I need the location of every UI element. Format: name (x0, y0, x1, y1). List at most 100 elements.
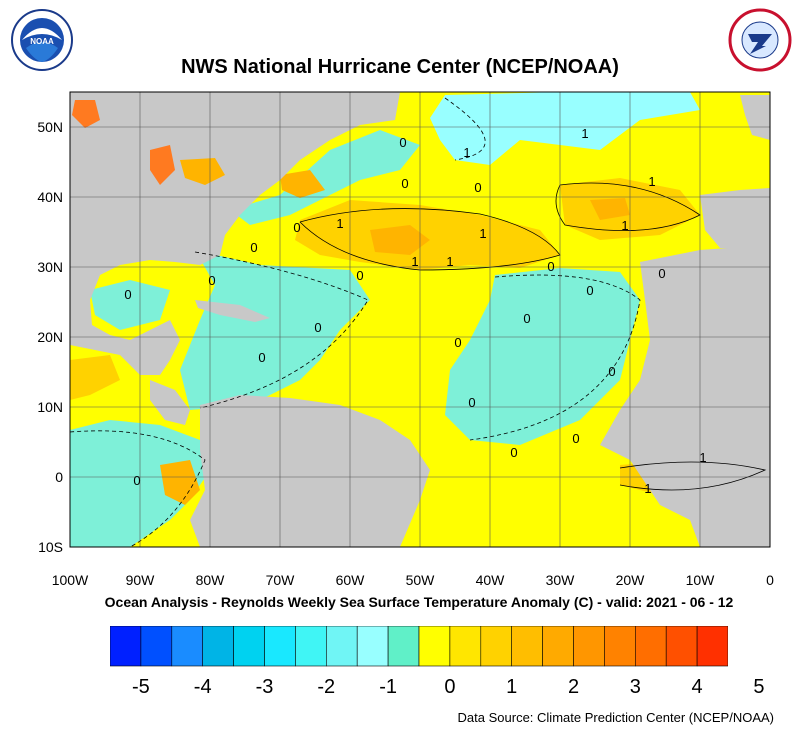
plot-frame (69, 91, 771, 548)
lon-tick-label: 70W (266, 572, 296, 588)
colorbar-label: 0 (444, 676, 456, 698)
contour-label: 1 (621, 218, 628, 233)
contour-label: 0 (454, 335, 461, 350)
contour-label: 1 (648, 174, 655, 189)
land-iberia (700, 188, 770, 250)
data-source: Data Source: Climate Prediction Center (… (457, 710, 774, 725)
great-lakes (150, 145, 175, 185)
contour-label: 0 (401, 176, 408, 191)
neg-anomaly-region (230, 130, 420, 225)
pos-anomaly-region (590, 198, 630, 220)
contour-line (555, 182, 701, 231)
contour-label: 0 (124, 287, 131, 302)
contour-label: 1 (699, 450, 706, 465)
colorbar-swatch (202, 626, 234, 667)
colorbar-swatch (449, 626, 482, 667)
colorbar (110, 626, 728, 667)
pos-anomaly-region (160, 460, 200, 505)
lon-tick-label: 50W (406, 572, 436, 588)
noaa-logo: NOAA (11, 9, 73, 71)
pos-anomaly-region (370, 225, 430, 255)
neg-anomaly-region (445, 268, 640, 445)
contour-label: 0 (133, 473, 140, 488)
colorbar-swatch (418, 626, 451, 667)
contour-label: 0 (510, 445, 517, 460)
contour-line (194, 251, 369, 409)
contour-label: 0 (658, 266, 665, 281)
lon-tick-label: 10W (686, 572, 716, 588)
map-caption: Ocean Analysis - Reynolds Weekly Sea Sur… (104, 594, 734, 610)
contour-label: 0 (356, 268, 363, 283)
colorbar-swatch (634, 626, 667, 667)
contour-label: 0 (523, 311, 530, 326)
lon-tick-label: 60W (336, 572, 366, 588)
colorbar-swatch (542, 626, 574, 667)
colorbar-swatch (573, 626, 605, 667)
lat-tick-label: 40N (37, 189, 63, 205)
lon-tick-label: 0 (766, 572, 774, 588)
colorbar-swatch (511, 626, 543, 667)
colorbar-swatch (387, 626, 420, 667)
land-uk (740, 95, 770, 140)
contour-line (70, 430, 206, 547)
colorbar-swatch (264, 626, 296, 667)
colorbar-label: -4 (193, 676, 212, 698)
colorbar-swatch (356, 626, 389, 667)
colorbar-label: -3 (255, 676, 274, 698)
land-africa (600, 245, 770, 547)
colorbar-swatch (665, 626, 698, 667)
lon-tick-label: 100W (52, 572, 89, 588)
neg-anomaly-region (180, 250, 370, 410)
contour-label: 0 (474, 180, 481, 195)
contour-label: 1 (644, 481, 651, 496)
contour-label: 0 (572, 431, 579, 446)
lat-tick-label: 20N (37, 329, 63, 345)
chart-title: NWS National Hurricane Center (NCEP/NOAA… (181, 56, 619, 78)
land-south-america (190, 395, 430, 547)
great-lakes (180, 158, 225, 185)
colorbar-swatch (295, 626, 327, 667)
contour-label: 0 (586, 283, 593, 298)
colorbar-swatch (171, 626, 203, 667)
colorbar-label: 4 (691, 676, 703, 698)
contour-line (444, 97, 486, 161)
colorbar-label: -5 (131, 676, 150, 698)
contour-label: 0 (608, 364, 615, 379)
contour-label: 0 (208, 273, 215, 288)
land-central-america (150, 380, 190, 425)
nws-logo (728, 8, 792, 72)
contour-label: 0 (258, 350, 265, 365)
pos-anomaly-region (70, 355, 120, 400)
svg-text:NOAA: NOAA (30, 37, 54, 46)
contour-label: 0 (468, 395, 475, 410)
lon-tick-label: 20W (616, 572, 646, 588)
colorbar-label: 3 (629, 676, 641, 698)
contour-label: 0 (314, 320, 321, 335)
lon-tick-label: 30W (546, 572, 576, 588)
colorbar-swatch (696, 626, 728, 667)
lat-tick-label: 50N (37, 119, 63, 135)
lat-tick-label: 10N (37, 399, 63, 415)
colorbar-label: 5 (753, 676, 765, 698)
lat-tick-label: 30N (37, 259, 63, 275)
colorbar-swatch (480, 626, 512, 667)
pos-anomaly-region (280, 170, 325, 198)
contour-label: 1 (336, 216, 343, 231)
lon-tick-label: 40W (476, 572, 506, 588)
contour-label: 1 (581, 126, 588, 141)
lat-tick-label: 10S (38, 539, 63, 555)
colorbar-label: 2 (567, 676, 580, 698)
contour-label: 1 (463, 145, 470, 160)
contour-label: 1 (411, 254, 418, 269)
pos-anomaly-region (295, 200, 560, 270)
neg-anomaly-region (430, 92, 700, 165)
colorbar-swatch (110, 626, 142, 667)
great-lakes (72, 100, 100, 128)
lon-tick-label: 90W (126, 572, 156, 588)
colorbar-label: -1 (379, 676, 397, 698)
colorbar-swatch (326, 626, 358, 667)
neg-anomaly-region (90, 280, 170, 330)
colorbar-swatch (140, 626, 173, 667)
contour-label: 0 (293, 220, 300, 235)
